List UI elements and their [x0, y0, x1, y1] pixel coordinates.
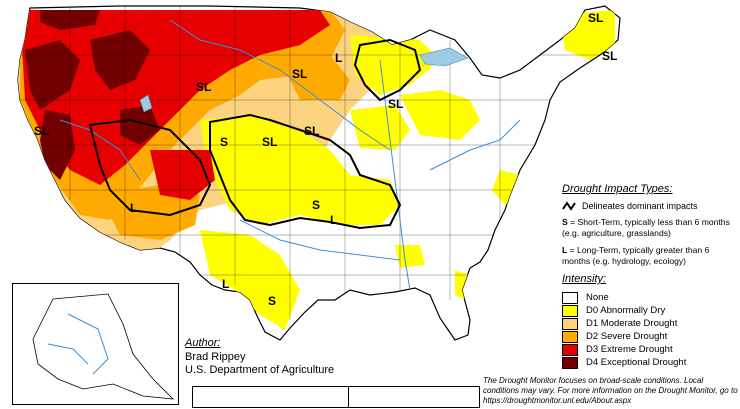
impact-delineation-lines [88, 38, 422, 230]
intensity-row: D3 Extreme Drought [562, 343, 738, 356]
short-term-code: S [562, 217, 568, 227]
impact-label: S [268, 294, 276, 308]
impact-label: SL [388, 97, 403, 111]
intensity-label: D4 Exceptional Drought [586, 357, 687, 368]
intensity-row: D2 Severe Drought [562, 330, 738, 343]
intensity-label: D3 Extreme Drought [586, 344, 673, 355]
intensity-swatch [562, 291, 578, 304]
impact-label: SL [588, 11, 603, 25]
impact-label: SL [262, 135, 277, 149]
impact-label: S [312, 198, 320, 212]
state-boundaries [18, 6, 620, 320]
intensity-row: None [562, 291, 738, 304]
impact-label: L [335, 51, 342, 65]
intensity-label: D0 Abnormally Dry [586, 305, 666, 316]
impact-label: S [220, 135, 228, 149]
author-name: Brad Rippey [185, 350, 246, 363]
impact-label: SL [304, 124, 319, 138]
short-term-description: S = Short-Term, typically less than 6 mo… [562, 217, 738, 239]
impact-label: L [130, 201, 137, 215]
delineates-label: Delineates dominant impacts [582, 201, 698, 211]
puerto-rico-inset [348, 386, 480, 408]
intensity-row: D4 Exceptional Drought [562, 356, 738, 369]
impact-label: SL [34, 124, 49, 138]
intensity-swatch [562, 356, 578, 369]
author-block: Author: Brad Rippey U.S. Department of A… [185, 337, 334, 378]
intensity-swatch [562, 343, 578, 356]
impact-label: SL [196, 80, 211, 94]
intensity-label: D1 Moderate Drought [586, 318, 678, 329]
great-salt-lake [139, 94, 153, 113]
impact-label: SL [602, 49, 617, 63]
legend: Drought Impact Types: Delineates dominan… [562, 183, 738, 369]
intensity-row: D1 Moderate Drought [562, 317, 738, 330]
intensity-label: None [586, 292, 609, 303]
alaska-inset [12, 283, 179, 405]
intensity-label: D2 Severe Drought [586, 331, 668, 342]
intensity-swatch [562, 304, 578, 317]
footnote: The Drought Monitor focuses on broad-sca… [483, 376, 738, 405]
intensity-title: Intensity: [562, 273, 607, 285]
impact-types-title: Drought Impact Types: [562, 183, 673, 195]
intensity-swatch [562, 317, 578, 330]
rivers [59, 19, 521, 291]
long-term-description: L = Long-Term, typically greater than 6 … [562, 245, 738, 267]
intensity-swatch [562, 330, 578, 343]
long-term-code: L [562, 245, 568, 255]
delineation-line-icon [562, 201, 576, 211]
drought-map: SL SL SL SL SL SL SL SL L L L L S S S [17, 5, 621, 341]
author-org: U.S. Department of Agriculture [185, 364, 335, 376]
great-lakes [419, 47, 469, 67]
intensity-row: D0 Abnormally Dry [562, 304, 738, 317]
alaska-map [32, 293, 175, 400]
hawaii-inset [192, 386, 349, 408]
author-title: Author: [185, 337, 221, 349]
intensity-list: None D0 Abnormally Dry D1 Moderate Drought… [562, 291, 738, 369]
long-term-text: = Long-Term, typically greater than 6 mo… [562, 245, 710, 266]
short-term-text: = Short-Term, typically less than 6 mont… [562, 217, 730, 238]
impact-label: L [330, 213, 337, 227]
delineates-row: Delineates dominant impacts [562, 201, 738, 211]
impact-label: L [222, 277, 229, 291]
drought-intensity-layers [18, 10, 615, 330]
impact-label: SL [292, 67, 307, 81]
